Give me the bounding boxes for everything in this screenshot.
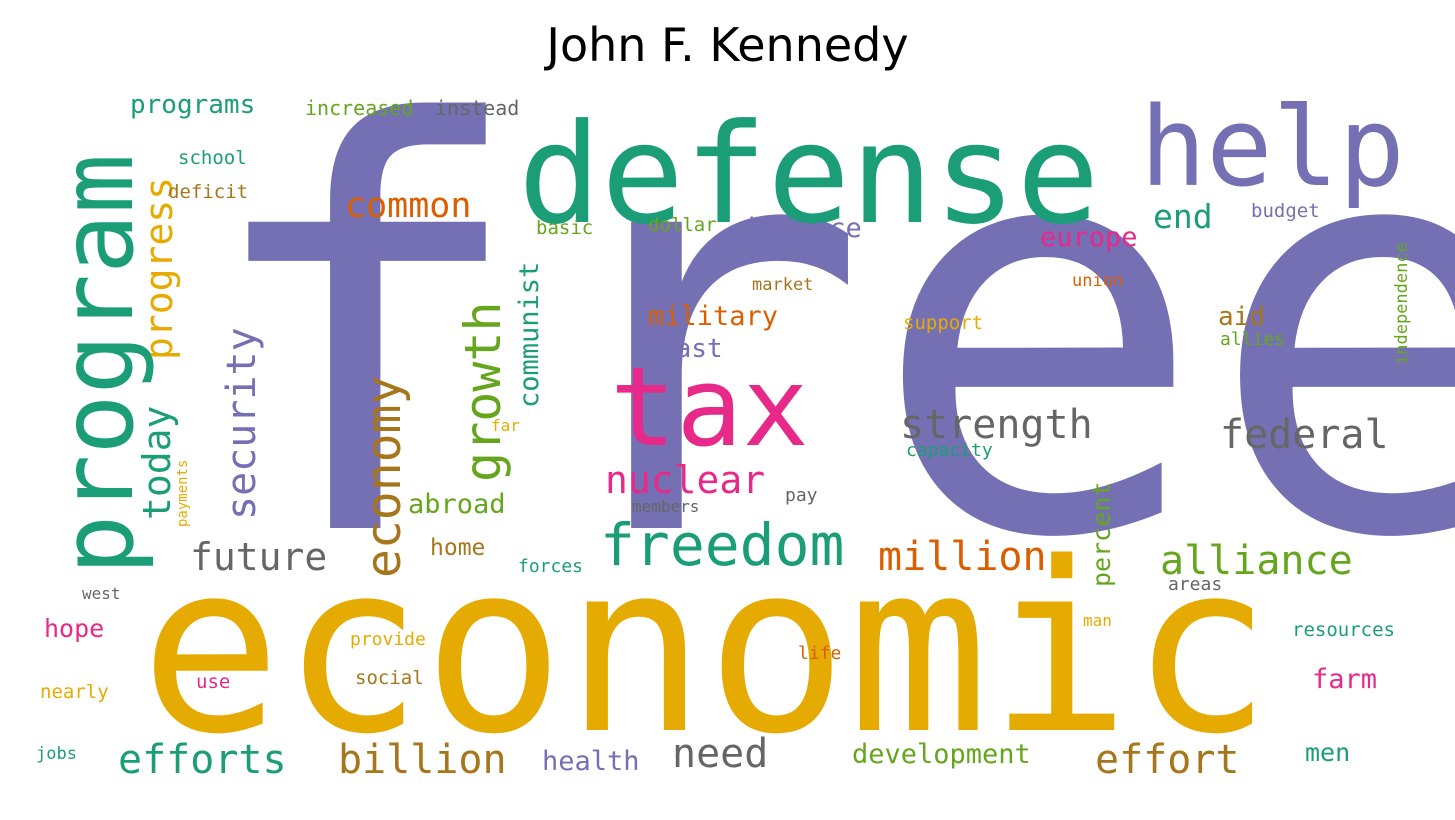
- word-defense: defense: [518, 94, 1100, 255]
- word-farm: farm: [1312, 664, 1377, 695]
- word-west: west: [82, 584, 121, 603]
- word-communist: communist: [514, 262, 545, 408]
- word-security: security: [219, 327, 265, 520]
- word-program: program: [39, 154, 156, 575]
- word-men: men: [1305, 738, 1350, 767]
- word-freedom: freedom: [600, 511, 844, 579]
- word-areas: areas: [1168, 574, 1222, 595]
- word-future: future: [190, 535, 327, 579]
- word-past: past: [660, 334, 723, 364]
- word-life: life: [798, 643, 841, 664]
- word-basic: basic: [536, 217, 593, 239]
- word-today: today: [135, 406, 179, 520]
- word-economy: economy: [356, 376, 412, 578]
- word-aid: aid: [1218, 302, 1265, 332]
- word-deficit: deficit: [168, 181, 248, 203]
- word-progress: progress: [137, 177, 181, 360]
- word-dollar: dollar: [648, 214, 717, 236]
- word-members: members: [632, 497, 699, 516]
- word-increased: increased: [305, 96, 413, 120]
- word-military: military: [648, 301, 778, 332]
- word-months: months: [365, 220, 434, 242]
- word-resources: resources: [1292, 619, 1395, 641]
- word-europe: europe: [1040, 222, 1138, 253]
- word-hope: hope: [44, 614, 104, 643]
- word-percent: percent: [1087, 482, 1116, 587]
- word-jobs: jobs: [36, 744, 77, 764]
- word-development: development: [852, 739, 1031, 770]
- word-economic: economic: [140, 513, 1272, 786]
- word-market: market: [752, 275, 813, 295]
- word-tax: tax: [610, 343, 809, 471]
- word-million: million: [878, 534, 1047, 580]
- word-efforts: efforts: [118, 737, 287, 783]
- word-effort: effort: [1095, 737, 1240, 783]
- word-forces: forces: [518, 556, 583, 577]
- word-pay: pay: [785, 485, 818, 506]
- word-budget: budget: [1251, 200, 1320, 222]
- word-common: common: [345, 186, 471, 226]
- word-balance: balance: [748, 213, 862, 244]
- word-use: use: [196, 671, 230, 693]
- word-health: health: [542, 746, 640, 777]
- word-billion: billion: [338, 737, 507, 783]
- word-home: home: [430, 535, 485, 561]
- word-provide: provide: [350, 629, 426, 650]
- word-free: free: [195, 9, 1455, 661]
- word-programs: programs: [130, 90, 255, 120]
- word-end: end: [1153, 197, 1213, 236]
- word-far: far: [491, 416, 520, 435]
- word-growth: growth: [454, 301, 512, 482]
- word-school: school: [178, 147, 247, 169]
- word-union: union: [1072, 271, 1123, 291]
- word-help: help: [1140, 83, 1405, 211]
- word-alliance: alliance: [1160, 538, 1353, 584]
- word-federal: federal: [1220, 412, 1389, 458]
- word-strength: strength: [900, 402, 1093, 448]
- word-support: support: [903, 312, 983, 334]
- word-need: need: [672, 731, 768, 777]
- word-man: man: [1083, 611, 1112, 630]
- word-payments: payments: [175, 460, 191, 527]
- word-instead: instead: [435, 96, 519, 120]
- word-nuclear: nuclear: [605, 458, 765, 502]
- word-social: social: [355, 667, 424, 689]
- word-nearly: nearly: [40, 681, 109, 703]
- word-independence: independence: [1392, 242, 1412, 365]
- word-allies: allies: [1220, 329, 1285, 350]
- chart-title: John F. Kennedy: [546, 18, 909, 72]
- word-capacity: capacity: [906, 440, 993, 461]
- word-abroad: abroad: [408, 489, 506, 520]
